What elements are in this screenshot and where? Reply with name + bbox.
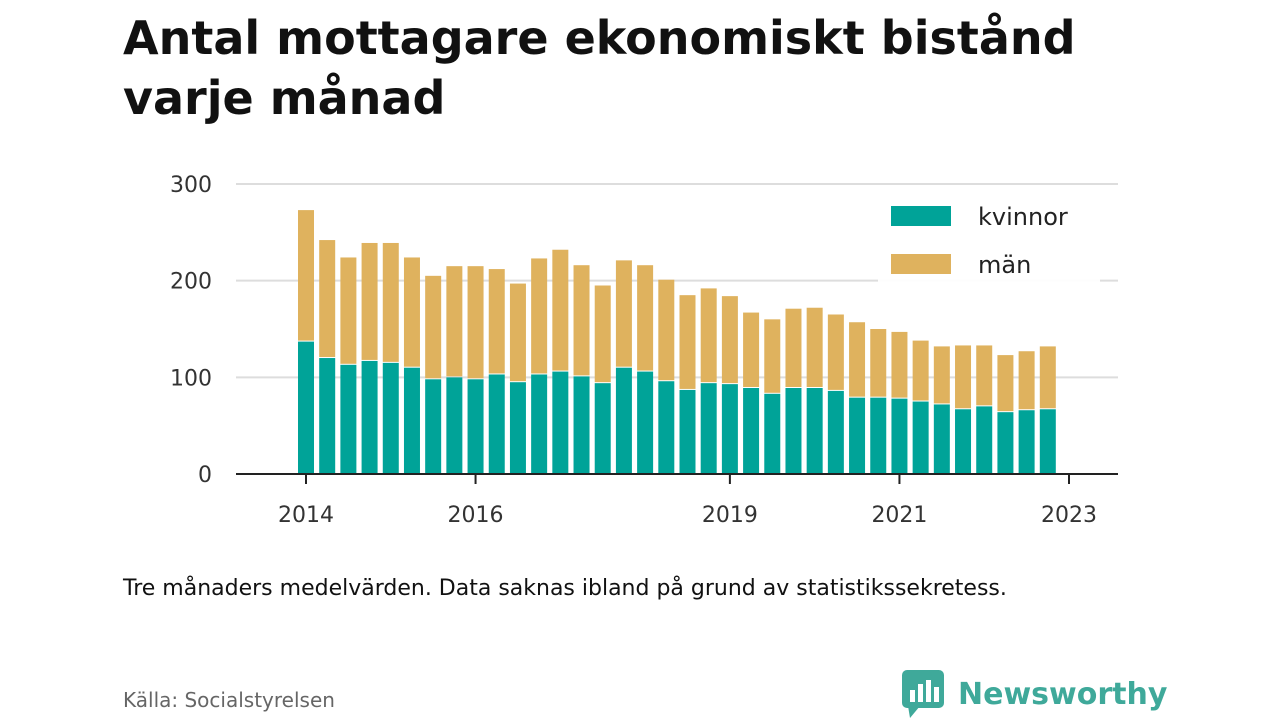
bar-man bbox=[870, 329, 887, 397]
bar-man bbox=[361, 242, 378, 360]
bar-man bbox=[446, 266, 463, 377]
bar-kvinnor bbox=[615, 367, 632, 474]
bar-man bbox=[891, 331, 908, 398]
y-tick-label: 0 bbox=[198, 463, 212, 488]
bar-man bbox=[849, 322, 866, 397]
bar-man bbox=[615, 260, 632, 367]
bar-man bbox=[425, 275, 442, 379]
y-axis-labels: 0 100 200 300 bbox=[170, 173, 212, 488]
source-text: Källa: Socialstyrelsen bbox=[123, 688, 335, 712]
bar-man bbox=[594, 285, 611, 383]
bar-kvinnor bbox=[955, 409, 972, 474]
bar-man bbox=[997, 355, 1014, 412]
bar-man bbox=[912, 340, 929, 401]
legend-label-kvinnor: kvinnor bbox=[978, 203, 1068, 231]
bar-kvinnor bbox=[531, 374, 548, 474]
chart-note: Tre månaders medelvärden. Data saknas ib… bbox=[123, 576, 1007, 601]
bar-kvinnor bbox=[573, 376, 590, 474]
bar-man bbox=[488, 269, 505, 374]
bar-kvinnor bbox=[340, 364, 357, 474]
bar-man bbox=[509, 283, 526, 382]
bar-man bbox=[573, 265, 590, 376]
bar-man bbox=[403, 257, 420, 367]
y-tick-label: 300 bbox=[170, 173, 212, 198]
bar-man bbox=[679, 295, 696, 389]
x-axis-labels: 2014 2016 2019 2021 2023 bbox=[278, 474, 1097, 528]
bar-kvinnor bbox=[467, 379, 484, 474]
bar-kvinnor bbox=[912, 401, 929, 474]
bar-kvinnor bbox=[700, 383, 717, 474]
bar-kvinnor bbox=[1018, 410, 1035, 474]
bar-kvinnor bbox=[425, 379, 442, 474]
bar-kvinnor bbox=[764, 393, 781, 474]
y-tick-label: 200 bbox=[170, 270, 212, 295]
bar-kvinnor bbox=[382, 362, 399, 474]
bar-kvinnor bbox=[658, 381, 675, 474]
bar-man bbox=[637, 265, 654, 371]
legend: kvinnor män bbox=[878, 192, 1100, 284]
bar-kvinnor bbox=[806, 388, 823, 474]
bar-kvinnor bbox=[933, 404, 950, 474]
bar-man bbox=[721, 296, 738, 384]
bar-man bbox=[764, 319, 781, 393]
bar-man bbox=[806, 307, 823, 387]
bar-kvinnor bbox=[488, 374, 505, 474]
bars bbox=[298, 210, 1056, 474]
bar-kvinnor bbox=[594, 383, 611, 474]
bar-man bbox=[531, 258, 548, 374]
logo-text: Newsworthy bbox=[958, 676, 1168, 712]
bar-kvinnor bbox=[361, 360, 378, 474]
bar-kvinnor bbox=[1039, 409, 1056, 474]
bar-man bbox=[700, 288, 717, 383]
x-tick-label: 2019 bbox=[702, 503, 758, 528]
bar-kvinnor bbox=[997, 412, 1014, 474]
bar-man bbox=[467, 266, 484, 379]
bar-kvinnor bbox=[552, 371, 569, 474]
x-tick-label: 2021 bbox=[871, 503, 927, 528]
bar-kvinnor bbox=[743, 388, 760, 474]
bar-man bbox=[827, 314, 844, 390]
bar-man bbox=[955, 345, 972, 409]
bar-kvinnor bbox=[679, 389, 696, 474]
bar-man bbox=[552, 249, 569, 371]
stacked-bar-chart: 0 100 200 300 2014 2016 2019 2021 2023 kvinnor … bbox=[170, 173, 1118, 528]
chart-title: Antal mottagare ekonomiskt bistånd varje… bbox=[123, 11, 1076, 125]
y-tick-label: 100 bbox=[170, 366, 212, 391]
bar-man bbox=[658, 279, 675, 381]
bar-kvinnor bbox=[849, 397, 866, 474]
bar-kvinnor bbox=[509, 382, 526, 474]
bar-man bbox=[743, 312, 760, 387]
bar-kvinnor bbox=[891, 398, 908, 474]
bar-chart-speech-bubble-icon bbox=[902, 670, 944, 718]
bar-kvinnor bbox=[721, 384, 738, 474]
bar-man bbox=[298, 210, 314, 341]
bar-man bbox=[933, 346, 950, 404]
bar-kvinnor bbox=[446, 377, 463, 474]
bar-man bbox=[976, 345, 993, 406]
bar-kvinnor bbox=[403, 367, 420, 474]
bar-kvinnor bbox=[827, 390, 844, 474]
bar-man bbox=[785, 308, 802, 387]
bar-man bbox=[1018, 351, 1035, 410]
bar-man bbox=[340, 257, 357, 364]
bar-kvinnor bbox=[319, 358, 336, 474]
bar-man bbox=[319, 240, 336, 358]
x-tick-label: 2023 bbox=[1041, 503, 1097, 528]
newsworthy-logo: Newsworthy bbox=[902, 670, 1167, 718]
bar-man bbox=[382, 242, 399, 362]
bar-kvinnor bbox=[298, 341, 314, 474]
x-tick-label: 2014 bbox=[278, 503, 334, 528]
bar-kvinnor bbox=[870, 397, 887, 474]
bar-kvinnor bbox=[785, 388, 802, 474]
bar-kvinnor bbox=[637, 371, 654, 474]
legend-label-man: män bbox=[978, 251, 1031, 279]
legend-swatch-man bbox=[891, 254, 951, 274]
legend-swatch-kvinnor bbox=[891, 206, 951, 226]
bar-man bbox=[1039, 346, 1056, 409]
bar-kvinnor bbox=[976, 406, 993, 474]
x-tick-label: 2016 bbox=[448, 503, 504, 528]
